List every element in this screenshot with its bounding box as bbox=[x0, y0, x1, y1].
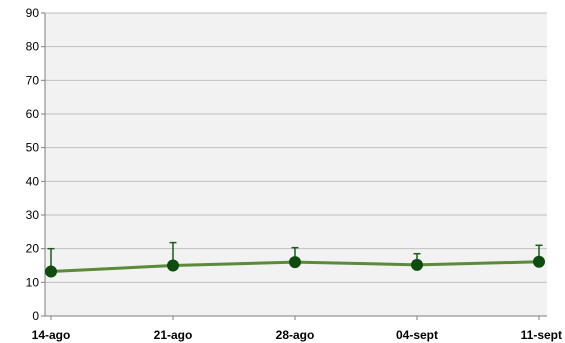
x-tick-label: 14-ago bbox=[32, 328, 71, 342]
y-tick-label: 40 bbox=[26, 174, 40, 188]
data-point bbox=[289, 256, 301, 269]
grid-lines bbox=[45, 12, 547, 283]
x-axis-tick-labels: 14-ago 21-ago 28-ago 04-sept 11-sept bbox=[32, 316, 562, 342]
y-tick-label: 70 bbox=[26, 73, 40, 87]
data-points bbox=[45, 255, 545, 278]
plot-area bbox=[45, 13, 547, 316]
x-tick-label: 21-ago bbox=[154, 328, 193, 342]
data-point bbox=[45, 265, 57, 278]
y-tick-label: 80 bbox=[26, 40, 40, 54]
y-tick-label: 30 bbox=[26, 208, 40, 222]
y-tick-label: 0 bbox=[32, 309, 39, 323]
y-tick-label: 20 bbox=[26, 242, 40, 256]
data-point bbox=[411, 258, 423, 271]
x-tick-label: 04-sept bbox=[396, 328, 438, 342]
y-axis-tick-labels: 0 10 20 30 40 50 60 70 80 90 bbox=[26, 6, 45, 323]
y-tick-label: 50 bbox=[26, 141, 40, 155]
y-tick-label: 10 bbox=[26, 275, 40, 289]
y-tick-label: 90 bbox=[26, 6, 40, 20]
x-tick-label: 28-ago bbox=[276, 328, 315, 342]
data-point bbox=[533, 255, 545, 268]
y-tick-label: 60 bbox=[26, 107, 40, 121]
data-point bbox=[167, 259, 179, 272]
x-tick-label: 11-sept bbox=[521, 328, 562, 342]
